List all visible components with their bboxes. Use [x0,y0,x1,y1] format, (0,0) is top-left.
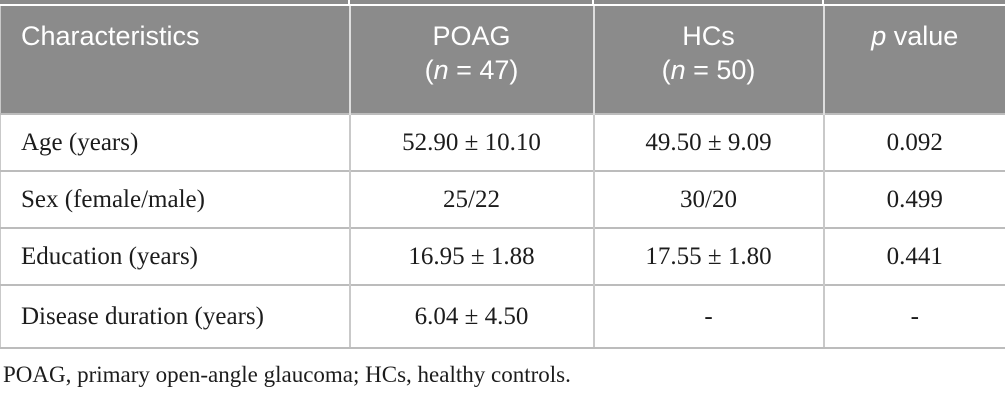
cell-characteristic: Disease duration (years) [0,284,350,349]
header-sublabel: (n = 47) [352,53,592,87]
cell-hcs-value: 49.50 ± 9.09 [592,113,824,171]
header-cell-hcs: HCs (n = 50) [592,6,824,114]
table-figure: Characteristics POAG (n = 47) HCs (n = 5… [0,0,1005,387]
table-row: Age (years) 52.90 ± 10.10 49.50 ± 9.09 0… [0,113,1005,171]
header-label: p value [871,21,958,51]
cell-characteristic: Age (years) [0,113,350,171]
header-cell-characteristics: Characteristics [0,6,350,114]
cell-hcs-value: 30/20 [592,170,824,228]
header-row: Characteristics POAG (n = 47) HCs (n = 5… [0,6,1005,114]
p-value-label: value [886,21,959,51]
column-divider-notch [348,0,350,4]
paren: ( [661,55,671,85]
table-header: Characteristics POAG (n = 47) HCs (n = 5… [0,6,1005,114]
header-label: Characteristics [21,21,200,51]
n-count: = 47) [448,55,519,85]
header-label: HCs [682,21,735,51]
header-label: POAG [432,21,511,51]
cell-p-value: 0.092 [822,113,1005,171]
table-row: Education (years) 16.95 ± 1.88 17.55 ± 1… [0,227,1005,285]
cell-p-value: 0.441 [822,227,1005,285]
paren: ( [424,55,434,85]
header-sublabel: (n = 50) [596,53,822,87]
cell-p-value: - [822,284,1005,349]
column-divider-notch [822,0,824,4]
cell-characteristic: Sex (female/male) [0,170,350,228]
p-italic: p [871,21,887,51]
cell-hcs-value: 17.55 ± 1.80 [592,227,824,285]
table-row: Disease duration (years) 6.04 ± 4.50 - - [0,284,1005,349]
table-body: Age (years) 52.90 ± 10.10 49.50 ± 9.09 0… [0,113,1005,349]
cell-poag-value: 6.04 ± 4.50 [348,284,594,349]
cell-poag-value: 16.95 ± 1.88 [348,227,594,285]
cell-poag-value: 52.90 ± 10.10 [348,113,594,171]
table-row: Sex (female/male) 25/22 30/20 0.499 [0,170,1005,228]
table-footnote: POAG, primary open-angle glaucoma; HCs, … [3,362,571,387]
demographics-table: Characteristics POAG (n = 47) HCs (n = 5… [0,6,1005,349]
cell-characteristic: Education (years) [0,227,350,285]
column-divider-notch [592,0,594,4]
n-count: = 50) [685,55,756,85]
n-italic: n [433,55,449,85]
cell-hcs-value: - [592,284,824,349]
cell-p-value: 0.499 [822,170,1005,228]
n-italic: n [670,55,686,85]
header-cell-poag: POAG (n = 47) [348,6,594,114]
header-cell-pvalue: p value [822,6,1005,114]
table-top-rule [0,0,1005,4]
cell-poag-value: 25/22 [348,170,594,228]
